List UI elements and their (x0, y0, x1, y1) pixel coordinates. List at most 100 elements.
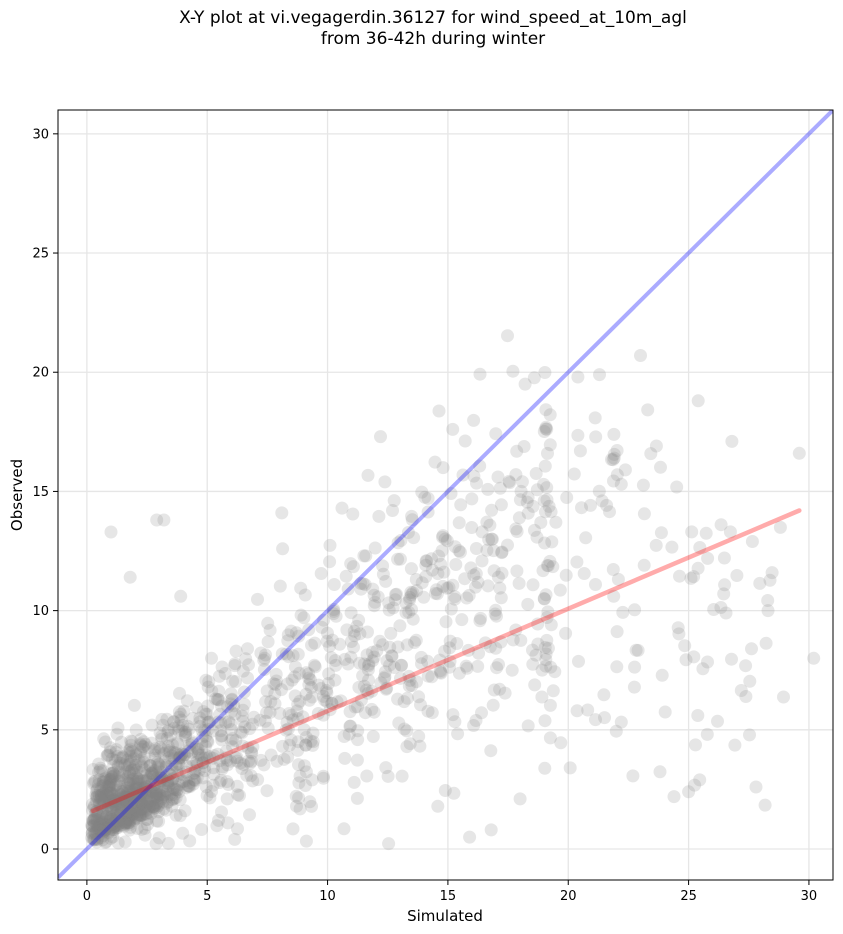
data-point (628, 660, 642, 674)
data-point (693, 773, 707, 787)
data-point (149, 790, 163, 804)
data-point (192, 748, 205, 762)
data-point (170, 783, 184, 797)
data-point (360, 648, 374, 662)
data-point (113, 790, 126, 804)
data-point (228, 832, 242, 846)
data-point (179, 728, 193, 742)
data-point (109, 778, 123, 792)
data-point (148, 776, 162, 790)
data-points (85, 329, 821, 851)
data-point (148, 778, 162, 792)
data-point (343, 719, 357, 733)
data-point (397, 695, 411, 709)
data-point (691, 394, 705, 408)
data-point (126, 807, 139, 821)
data-point (157, 802, 170, 816)
data-point (98, 822, 111, 836)
data-point (549, 515, 563, 529)
data-point (485, 503, 499, 517)
data-point (606, 453, 620, 467)
data-point (111, 808, 125, 822)
data-point (106, 823, 120, 837)
data-point (155, 784, 169, 798)
data-point (324, 651, 338, 665)
data-point (654, 526, 668, 540)
data-point (150, 789, 164, 803)
data-point (176, 826, 190, 840)
data-point (201, 680, 215, 694)
data-point (279, 647, 293, 661)
data-point (114, 735, 128, 749)
data-point (329, 658, 343, 672)
data-point (112, 769, 126, 783)
data-point (121, 787, 135, 801)
data-point (481, 579, 495, 593)
chart-title-line-1: X-Y plot at vi.vegagerdin.36127 for wind… (179, 8, 687, 28)
data-point (129, 747, 143, 761)
data-point (109, 743, 123, 757)
data-point (290, 704, 304, 718)
data-point (199, 748, 213, 762)
data-point (469, 567, 483, 581)
data-point (448, 592, 462, 606)
data-point (352, 680, 366, 694)
data-point (133, 810, 147, 824)
data-point (179, 725, 193, 739)
data-point (167, 751, 181, 765)
data-point (374, 676, 388, 690)
data-point (467, 469, 481, 483)
data-point (506, 364, 520, 378)
data-point (140, 795, 154, 809)
data-point (493, 581, 507, 595)
data-point (173, 751, 187, 764)
data-point (100, 780, 113, 794)
data-point (400, 724, 414, 738)
data-point (99, 773, 113, 787)
data-point (353, 627, 367, 641)
data-point (95, 788, 108, 802)
data-point (130, 807, 144, 821)
data-point (264, 748, 278, 762)
data-point (87, 775, 101, 789)
data-point (122, 758, 136, 772)
data-point (139, 807, 153, 821)
data-point (103, 787, 117, 800)
data-point (155, 712, 169, 726)
data-point (530, 483, 544, 497)
data-point (282, 707, 296, 720)
data-point (194, 748, 207, 762)
data-point (514, 633, 528, 647)
data-point (103, 773, 117, 787)
data-point (140, 797, 154, 811)
data-point (96, 775, 110, 789)
data-point (153, 775, 167, 789)
data-point (115, 785, 129, 799)
data-point (202, 716, 216, 729)
data-point (139, 782, 153, 796)
data-point (154, 792, 168, 806)
data-point (126, 783, 140, 797)
data-point (91, 832, 104, 846)
data-point (175, 747, 189, 761)
data-point (320, 695, 334, 708)
data-point (135, 808, 149, 822)
data-point (114, 780, 127, 794)
data-point (180, 759, 194, 773)
data-point (179, 781, 193, 795)
data-point (92, 821, 106, 835)
data-point (146, 770, 160, 784)
data-point (205, 651, 218, 665)
data-point (292, 758, 305, 772)
data-point (335, 501, 349, 515)
data-point (530, 530, 544, 544)
data-point (406, 586, 420, 600)
data-point (190, 700, 203, 714)
data-point (185, 735, 199, 749)
data-point (125, 745, 139, 759)
data-point (526, 657, 540, 671)
data-point (467, 568, 481, 582)
data-point (609, 724, 623, 738)
data-point (216, 760, 230, 774)
data-point (446, 708, 460, 722)
